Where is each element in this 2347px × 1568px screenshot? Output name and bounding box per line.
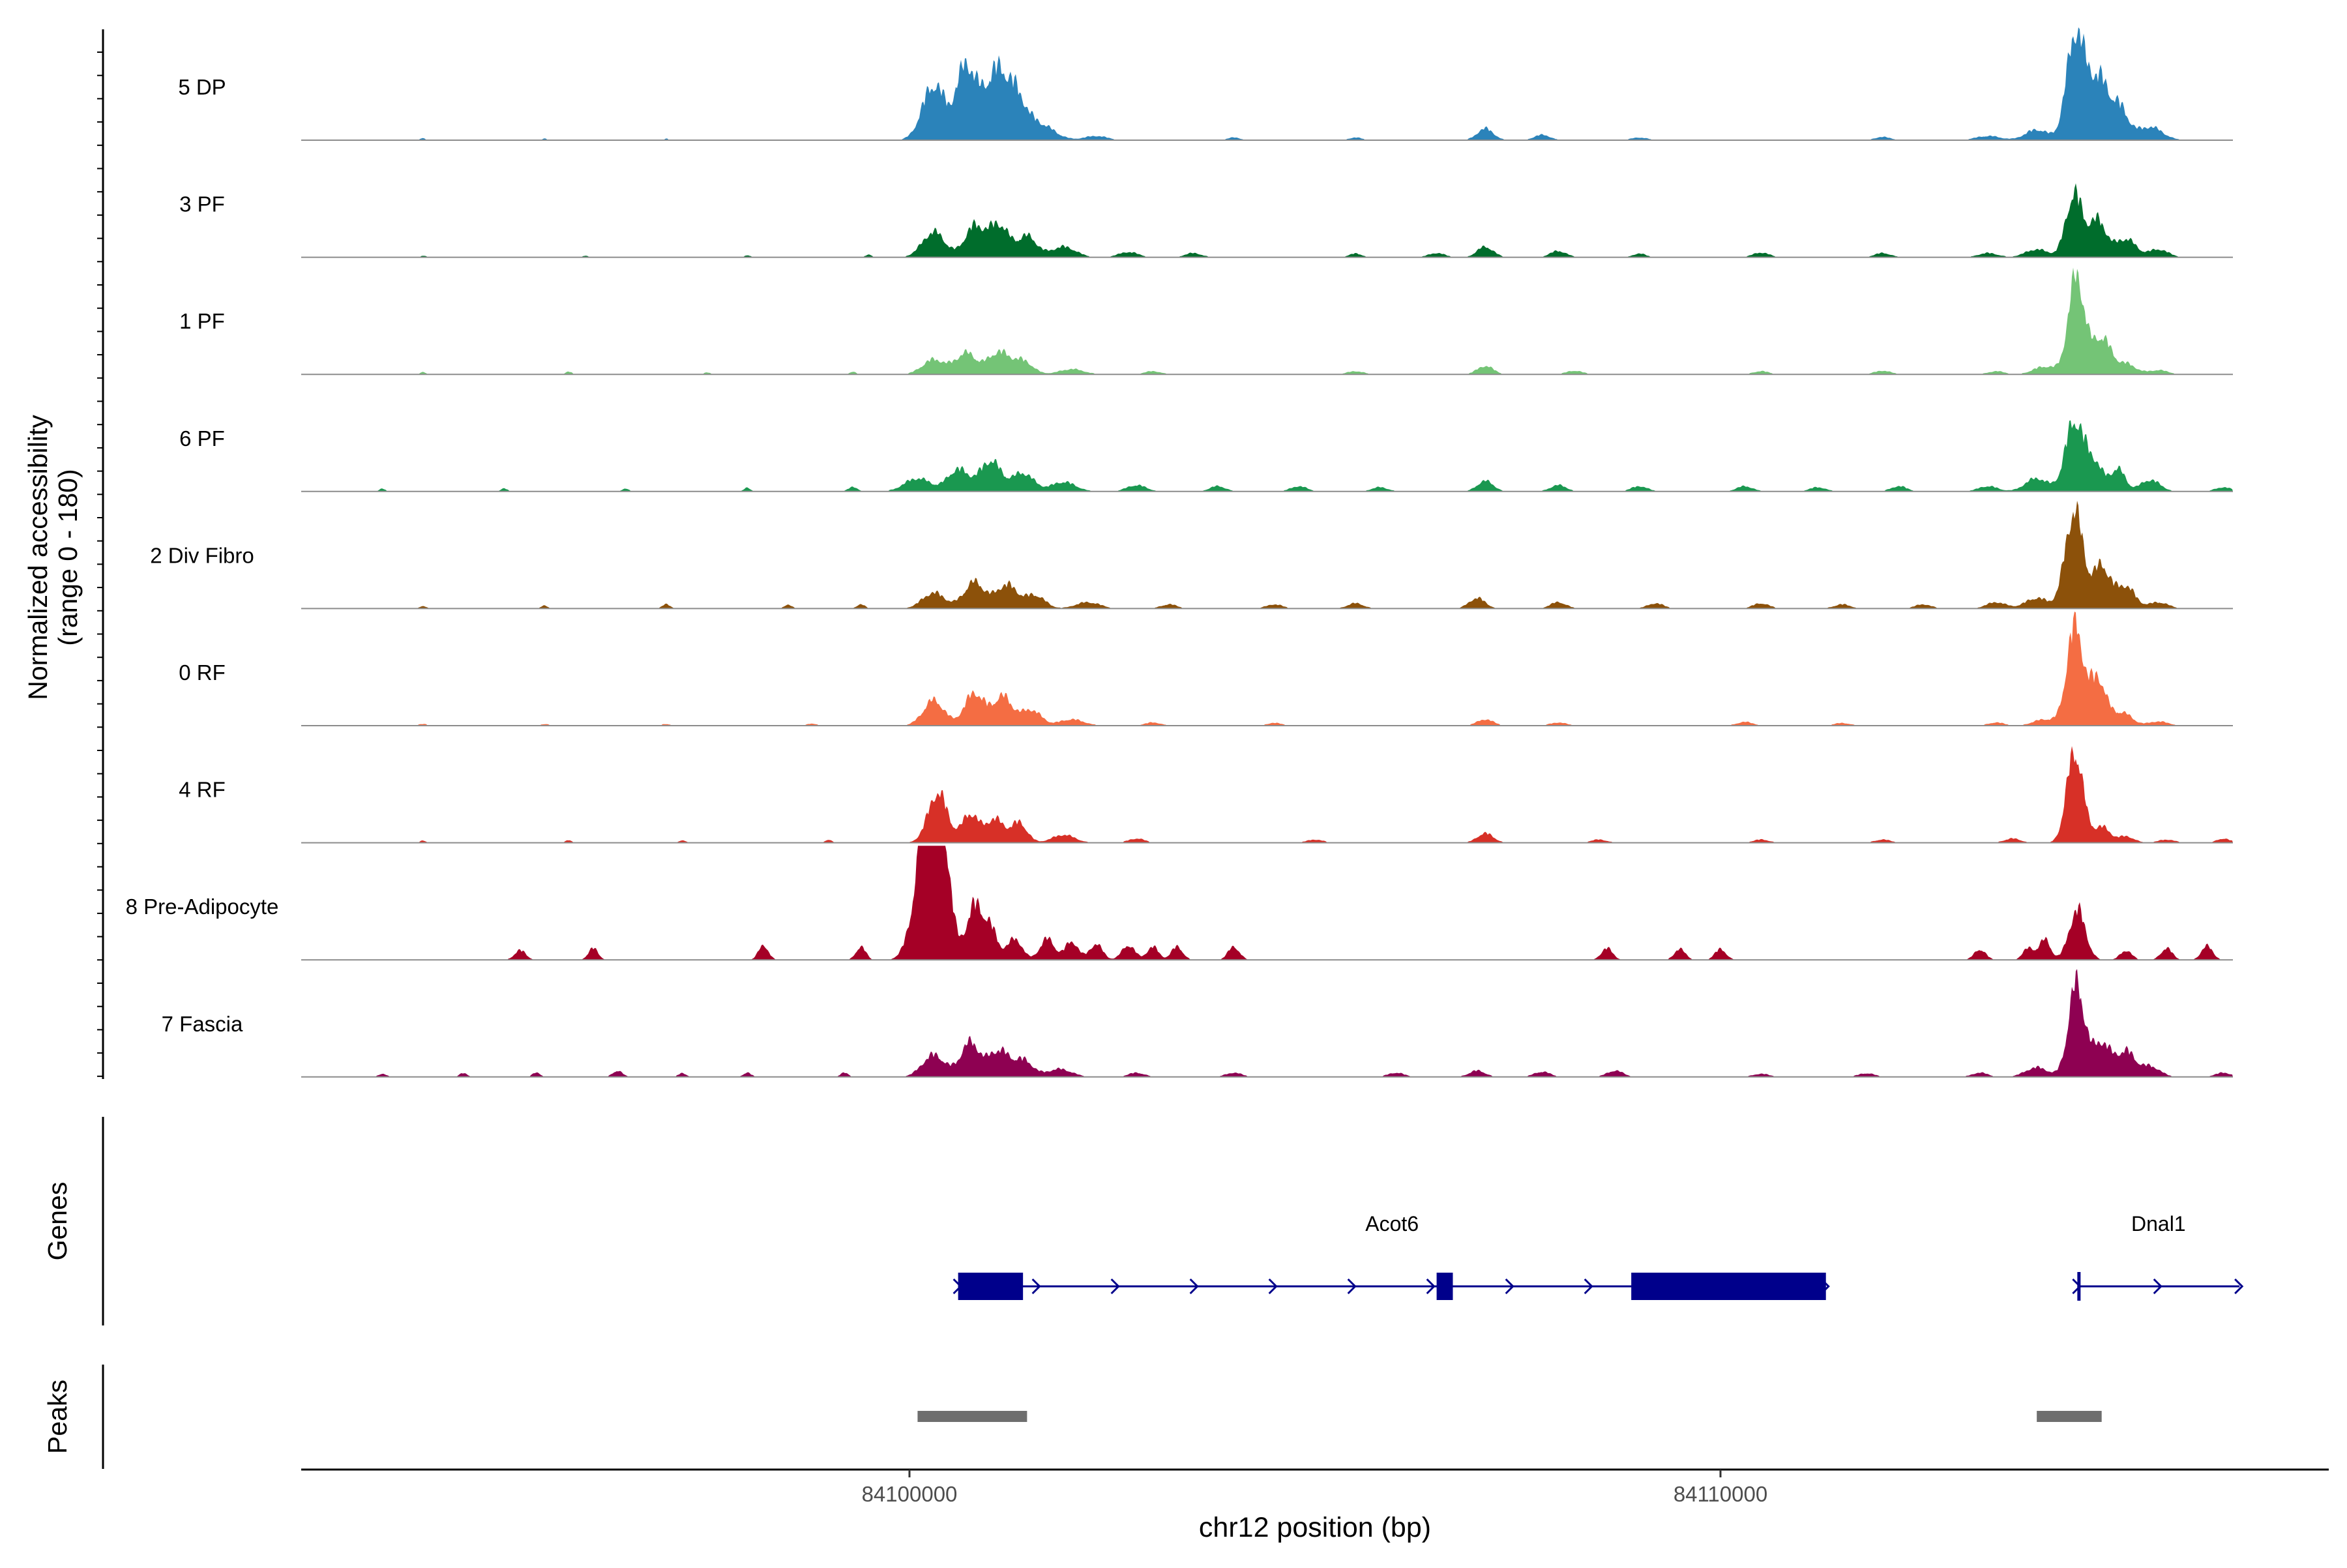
- strand-arrow: [1584, 1278, 1593, 1295]
- coverage-area-3-pf: [301, 183, 2233, 258]
- strand-arrow: [1189, 1278, 1199, 1295]
- strand-arrow: [1347, 1278, 1357, 1295]
- exon-acot6: [1631, 1273, 1826, 1300]
- strand-arrow: [1110, 1278, 1120, 1295]
- peaks-track: [917, 1411, 2102, 1422]
- strand-arrow: [2153, 1278, 2162, 1295]
- coverage-area-4-rf: [301, 746, 2233, 843]
- track-1-pf: 1 PF: [179, 267, 2233, 376]
- strand-arrow: [1426, 1278, 1436, 1295]
- x-tick-label: 84100000: [862, 1482, 958, 1506]
- track-6-pf: 6 PF: [179, 420, 2233, 492]
- track-label-8-pre-adipocyte: 8 Pre-Adipocyte: [126, 895, 279, 919]
- coverage-area-7-fascia: [301, 969, 2233, 1077]
- gene-acot6: Acot6: [952, 1212, 1830, 1300]
- track-7-fascia: 7 Fascia: [162, 969, 2233, 1078]
- track-label-6-pf: 6 PF: [179, 426, 225, 451]
- strand-arrow: [1505, 1278, 1514, 1295]
- coverage-area-8-pre-adipocyte: [301, 846, 2233, 960]
- coverage-area-0-rf: [301, 612, 2233, 726]
- coverage-area-2-div-fibro: [301, 501, 2233, 609]
- strand-arrow: [1268, 1278, 1278, 1295]
- x-axis-title: chr12 position (bp): [1199, 1512, 1431, 1543]
- x-tick-label: 84110000: [1674, 1482, 1767, 1506]
- coverage-tracks: 5 DP 3 PF 1 PF 6 PF 2 Div Fibro 0 RF 4 RF 8 Pre…: [126, 27, 2233, 1078]
- exon-dnal1: [2077, 1272, 2081, 1301]
- coverage-y-ticks: [97, 52, 103, 1077]
- exon-acot6: [958, 1273, 1024, 1300]
- y-axis-title-line1: Normalized accessibility: [23, 415, 53, 700]
- strand-arrow: [2234, 1278, 2244, 1295]
- track-0-rf: 0 RF: [179, 612, 2233, 726]
- gene-dnal1: Dnal1: [2072, 1212, 2244, 1301]
- exon-acot6: [1436, 1273, 1453, 1300]
- coverage-area-6-pf: [301, 420, 2233, 492]
- coverage-area-1-pf: [301, 267, 2233, 375]
- track-label-0-rf: 0 RF: [179, 660, 226, 685]
- track-5-dp: 5 DP: [178, 27, 2233, 141]
- track-label-1-pf: 1 PF: [179, 309, 225, 333]
- peaks-panel-label: Peaks: [42, 1380, 72, 1454]
- coverage-area-5-dp: [301, 27, 2233, 141]
- track-label-7-fascia: 7 Fascia: [162, 1012, 243, 1036]
- gene-label-acot6: Acot6: [1365, 1212, 1419, 1235]
- track-8-pre-adipocyte: 8 Pre-Adipocyte: [126, 846, 2233, 961]
- track-label-4-rf: 4 RF: [179, 778, 226, 802]
- peak-region-1: [917, 1411, 1027, 1422]
- track-2-div-fibro: 2 Div Fibro: [150, 501, 2233, 610]
- track-4-rf: 4 RF: [179, 746, 2233, 844]
- track-label-2-div-fibro: 2 Div Fibro: [150, 543, 254, 567]
- track-label-3-pf: 3 PF: [179, 192, 225, 216]
- genes-track: Acot6 Dnal1: [952, 1212, 2244, 1301]
- track-3-pf: 3 PF: [179, 183, 2233, 258]
- strand-arrow: [1031, 1278, 1041, 1295]
- track-label-5-dp: 5 DP: [178, 75, 226, 99]
- gene-label-dnal1: Dnal1: [2131, 1212, 2186, 1235]
- y-axis-title-line2: (range 0 - 180): [53, 469, 83, 645]
- genes-panel-label: Genes: [42, 1182, 72, 1261]
- peak-region-2: [2037, 1411, 2102, 1422]
- x-axis-ticks: 84100000 84110000: [862, 1470, 1767, 1506]
